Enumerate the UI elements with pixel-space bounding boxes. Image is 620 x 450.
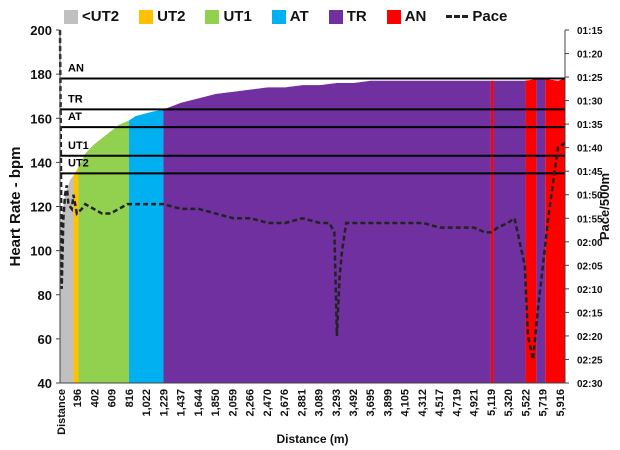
y2-tick-label: 02:30 xyxy=(577,379,603,390)
legend-item-at: AT xyxy=(271,8,309,25)
x-tick-label-first: Distance xyxy=(56,389,68,435)
x-tick-label: 1,644 xyxy=(193,388,205,416)
y2-tick-label: 01:30 xyxy=(577,97,603,108)
x-tick-label: 3,293 xyxy=(331,389,343,417)
x-tick-label: 609 xyxy=(107,389,119,407)
y2-tick-label: 01:40 xyxy=(577,144,603,155)
y2-tick-label: 01:15 xyxy=(577,26,603,37)
legend-swatch-ut1 xyxy=(205,9,220,24)
legend-item-lt-ut2: <UT2 xyxy=(64,8,119,25)
pace-series-line xyxy=(58,29,566,360)
chart-legend: <UT2 UT2 UT1 AT TR AN Pace xyxy=(64,8,527,25)
y-tick-label: 200 xyxy=(30,23,52,38)
legend-swatch-at xyxy=(271,9,286,24)
y-axis-title: Heart Rate - bpm xyxy=(7,146,24,266)
y2-tick-label: 02:25 xyxy=(577,355,603,366)
zone-line-label-tr: TR xyxy=(68,93,83,105)
x-tick-label: 2,676 xyxy=(279,389,291,417)
y2-tick-label: 01:50 xyxy=(577,191,603,202)
legend-swatch-tr xyxy=(328,9,343,24)
zone-area-9 xyxy=(545,78,565,383)
zone-area-3 xyxy=(129,109,164,384)
x-tick-label: 2,470 xyxy=(262,389,274,417)
x-tick-label: 4,921 xyxy=(469,389,481,417)
x-tick-label: 5,916 xyxy=(555,389,567,417)
y2-tick-label: 02:10 xyxy=(577,285,603,296)
y-tick-label: 100 xyxy=(30,244,52,259)
legend-item-tr: TR xyxy=(328,8,367,25)
legend-swatch-an xyxy=(386,9,401,24)
y-tick-label: 160 xyxy=(30,111,52,126)
y2-tick-label: 01:45 xyxy=(577,167,603,178)
y-tick-label: 120 xyxy=(30,200,52,215)
legend-label-pace: Pace xyxy=(472,8,508,25)
legend-item-an: AN xyxy=(386,8,427,25)
x-tick-label: 5,119 xyxy=(486,389,498,416)
y2-tick-label: 02:00 xyxy=(577,238,603,249)
legend-item-ut2: UT2 xyxy=(139,8,185,25)
y2-tick-label: 02:15 xyxy=(577,308,603,319)
x-tick-label: 3,695 xyxy=(365,389,377,417)
x-tick-label: 5,320 xyxy=(503,389,515,417)
zone-area-6 xyxy=(493,80,526,383)
x-tick-label: 3,089 xyxy=(314,389,326,417)
x-tick-label: 2,059 xyxy=(227,389,239,417)
x-tick-label: 3,492 xyxy=(348,389,360,417)
y-tick-label: 140 xyxy=(30,155,52,170)
y2-tick-label: 02:05 xyxy=(577,261,603,272)
zone-area-1 xyxy=(73,166,79,383)
y-tick-label: 40 xyxy=(38,376,52,391)
zone-area-2 xyxy=(78,120,130,384)
legend-swatch-ut2 xyxy=(139,9,154,24)
x-tick-label: 4,105 xyxy=(400,389,412,417)
x-tick-label: 1,229 xyxy=(158,389,170,417)
legend-label-ut1: UT1 xyxy=(223,8,252,25)
zone-line-label-ut2: UT2 xyxy=(68,157,89,169)
y2-axis-title: Pace/500m xyxy=(597,173,612,240)
legend-label-ut2: UT2 xyxy=(157,8,186,25)
x-tick-label: 4,719 xyxy=(451,389,463,417)
x-tick-label: 3,899 xyxy=(382,389,394,417)
x-tick-label: 1,850 xyxy=(210,389,222,417)
zone-line-label-at: AT xyxy=(68,111,82,123)
x-tick-label: 2,881 xyxy=(296,389,308,417)
legend-item-pace: Pace xyxy=(446,8,507,25)
y2-tick-label: 01:25 xyxy=(577,73,603,84)
y2-tick-label: 02:20 xyxy=(577,332,603,343)
x-tick-label: 2,266 xyxy=(245,389,257,417)
x-tick-label: 4,517 xyxy=(434,389,446,417)
legend-dash-pace xyxy=(446,15,469,18)
zone-line-label-ut1: UT1 xyxy=(68,140,89,152)
x-tick-label: 402 xyxy=(89,389,101,407)
y-tick-label: 180 xyxy=(30,67,52,82)
x-axis-title: Distance (m) xyxy=(276,432,348,446)
x-tick-label: 1,437 xyxy=(176,389,188,417)
y2-tick-label: 01:55 xyxy=(577,214,603,225)
y2-tick-label: 01:20 xyxy=(577,50,603,61)
y-tick-label: 80 xyxy=(38,288,52,303)
legend-item-ut1: UT1 xyxy=(205,8,252,25)
y2-tick-label: 01:35 xyxy=(577,120,603,131)
x-tick-label: 5,719 xyxy=(538,389,550,417)
legend-label-lt-ut2: <UT2 xyxy=(82,8,120,25)
legend-label-at: AT xyxy=(289,8,309,25)
legend-label-tr: TR xyxy=(346,8,367,25)
x-tick-label: 816 xyxy=(124,389,136,407)
y-tick-label: 60 xyxy=(38,332,52,347)
x-tick-label: 196 xyxy=(72,389,84,407)
legend-label-an: AN xyxy=(404,8,427,25)
x-tick-label: 5,522 xyxy=(520,389,532,417)
zone-line-label-an: AN xyxy=(68,63,84,75)
legend-swatch-lt-ut2 xyxy=(64,9,78,24)
x-tick-label: 1,022 xyxy=(141,389,153,417)
zone-area-8 xyxy=(536,78,546,383)
x-tick-label: 4,312 xyxy=(417,389,429,417)
